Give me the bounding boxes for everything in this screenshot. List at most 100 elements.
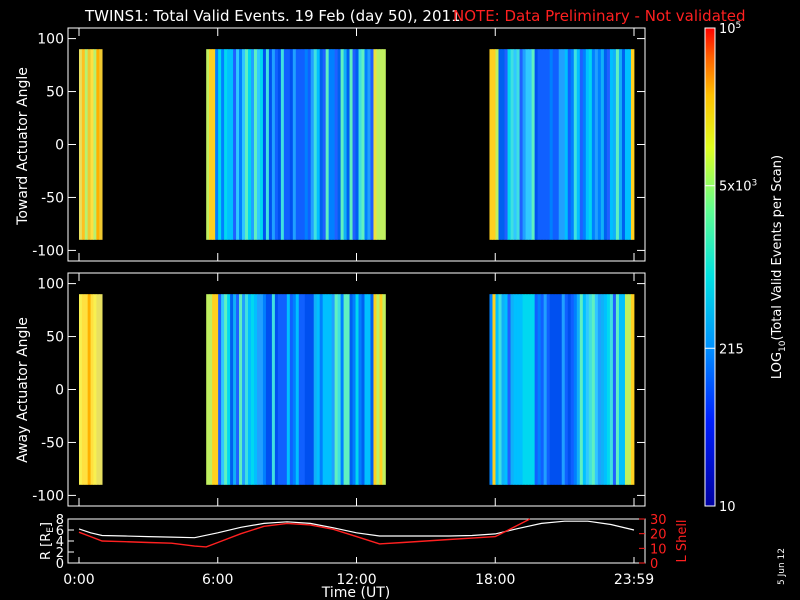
heatmap-cell [277,294,282,485]
heatmap-cell [310,294,315,485]
heatmap-cell [343,294,347,485]
heatmap-cell [567,294,572,485]
heatmap-cell [579,294,584,485]
heatmap-cell [215,49,219,240]
date-stamp: 5 Jun 12 [777,548,787,585]
heatmap-cell [236,294,240,485]
heatmap-cell [621,49,626,240]
heatmap-cell [501,294,505,485]
y-tick-label: 0 [55,138,64,154]
heatmap-cell [331,49,336,240]
right-y-tick-label: 10 [650,542,667,557]
heatmap-cell [337,294,341,485]
y-tick-label: 100 [37,277,64,293]
heatmap-cell [570,49,575,240]
heatmap-cell [552,294,557,485]
heatmap-cell [367,49,371,240]
heatmap-cell [239,49,243,240]
heatmap-cell [537,49,542,240]
heatmap-cell [283,49,288,240]
heatmap-cell [379,294,383,485]
heatmap-cell [522,49,526,240]
heatmap-cell [534,49,539,240]
heatmap-cell [364,294,368,485]
heatmap-cell [230,49,234,240]
heatmap-cell [591,49,596,240]
right-y-tick-label: 30 [650,513,667,528]
heatmap-cell [603,49,608,240]
heatmap-cell [325,294,330,485]
heatmap-cell [504,294,508,485]
heatmap-cell [531,294,536,485]
heatmap-cell [528,294,533,485]
heatmap-cell [546,294,551,485]
heatmap-cell [212,294,216,485]
heatmap-cell [549,49,554,240]
heatmap-cell [561,49,566,240]
left-y-tick-label: 8 [56,513,64,528]
heatmap-cell [600,49,605,240]
heatmap-cell [627,49,632,240]
heatmap-cell [555,49,560,240]
heatmap-cell [528,49,533,240]
heatmap-cell [218,294,222,485]
heatmap-cell [81,294,86,485]
y-tick-label: 0 [55,383,64,399]
heatmap-cell [609,49,614,240]
heatmap-cell [576,49,581,240]
heatmap-cell [340,49,344,240]
heatmap-cell [564,49,569,240]
heatmap-cell [259,49,264,240]
heatmap-cell [259,294,264,485]
heatmap-cell [627,294,632,485]
heatmap-cell [221,49,225,240]
heatmap-cell [242,294,246,485]
heatmap-cell [349,294,353,485]
heatmap-cell [340,294,344,485]
away-panel: 100 50 0 -50 -100 Away Actuator Angle [15,272,646,507]
heatmap-cell [307,49,312,240]
heatmap-cell [352,294,356,485]
heatmap-cell [268,49,273,240]
heatmap-cell [304,294,309,485]
toward-y-ticks: 100 50 0 -50 -100 [32,28,645,261]
y-tick-label: -50 [41,190,64,206]
heatmap-cell [334,294,339,485]
heatmap-cell [492,294,496,485]
heatmap-cell [618,49,623,240]
heatmap-cell [510,294,514,485]
toward-ylabel: Toward Actuator Angle [15,67,31,226]
heatmap-cell [81,49,86,240]
heatmap-cell [79,49,83,240]
heatmap-cell [262,49,267,240]
heatmap-cell [495,294,499,485]
heatmap-cell [274,294,279,485]
away-y-ticks: 100 50 0 -50 -100 [32,273,645,506]
heatmap-cell [316,294,321,485]
heatmap-cell [606,49,611,240]
heatmap-cell [268,294,273,485]
heatmap-cell [489,49,493,240]
heatmap-cell [352,49,356,240]
heatmap-cell [304,49,309,240]
heatmap-cell [376,49,380,240]
heatmap-cell [567,49,572,240]
colorbar-label-main: LOG [770,352,785,379]
heatmap-cell [612,294,617,485]
heatmap-cell [277,49,282,240]
colorbar-tick-label: 215 [719,342,744,357]
heatmap-cell [245,294,249,485]
heatmap-cell [319,294,324,485]
chart-title: TWINS1: Total Valid Events. 19 Feb (day … [84,7,461,25]
heatmap-cell [334,49,339,240]
heatmap-cell [84,49,89,240]
heatmap-cell [265,49,270,240]
heatmap-cell [239,294,243,485]
heatmap-cell [286,294,291,485]
heatmap-cell [492,49,496,240]
heatmap-cell [564,294,569,485]
